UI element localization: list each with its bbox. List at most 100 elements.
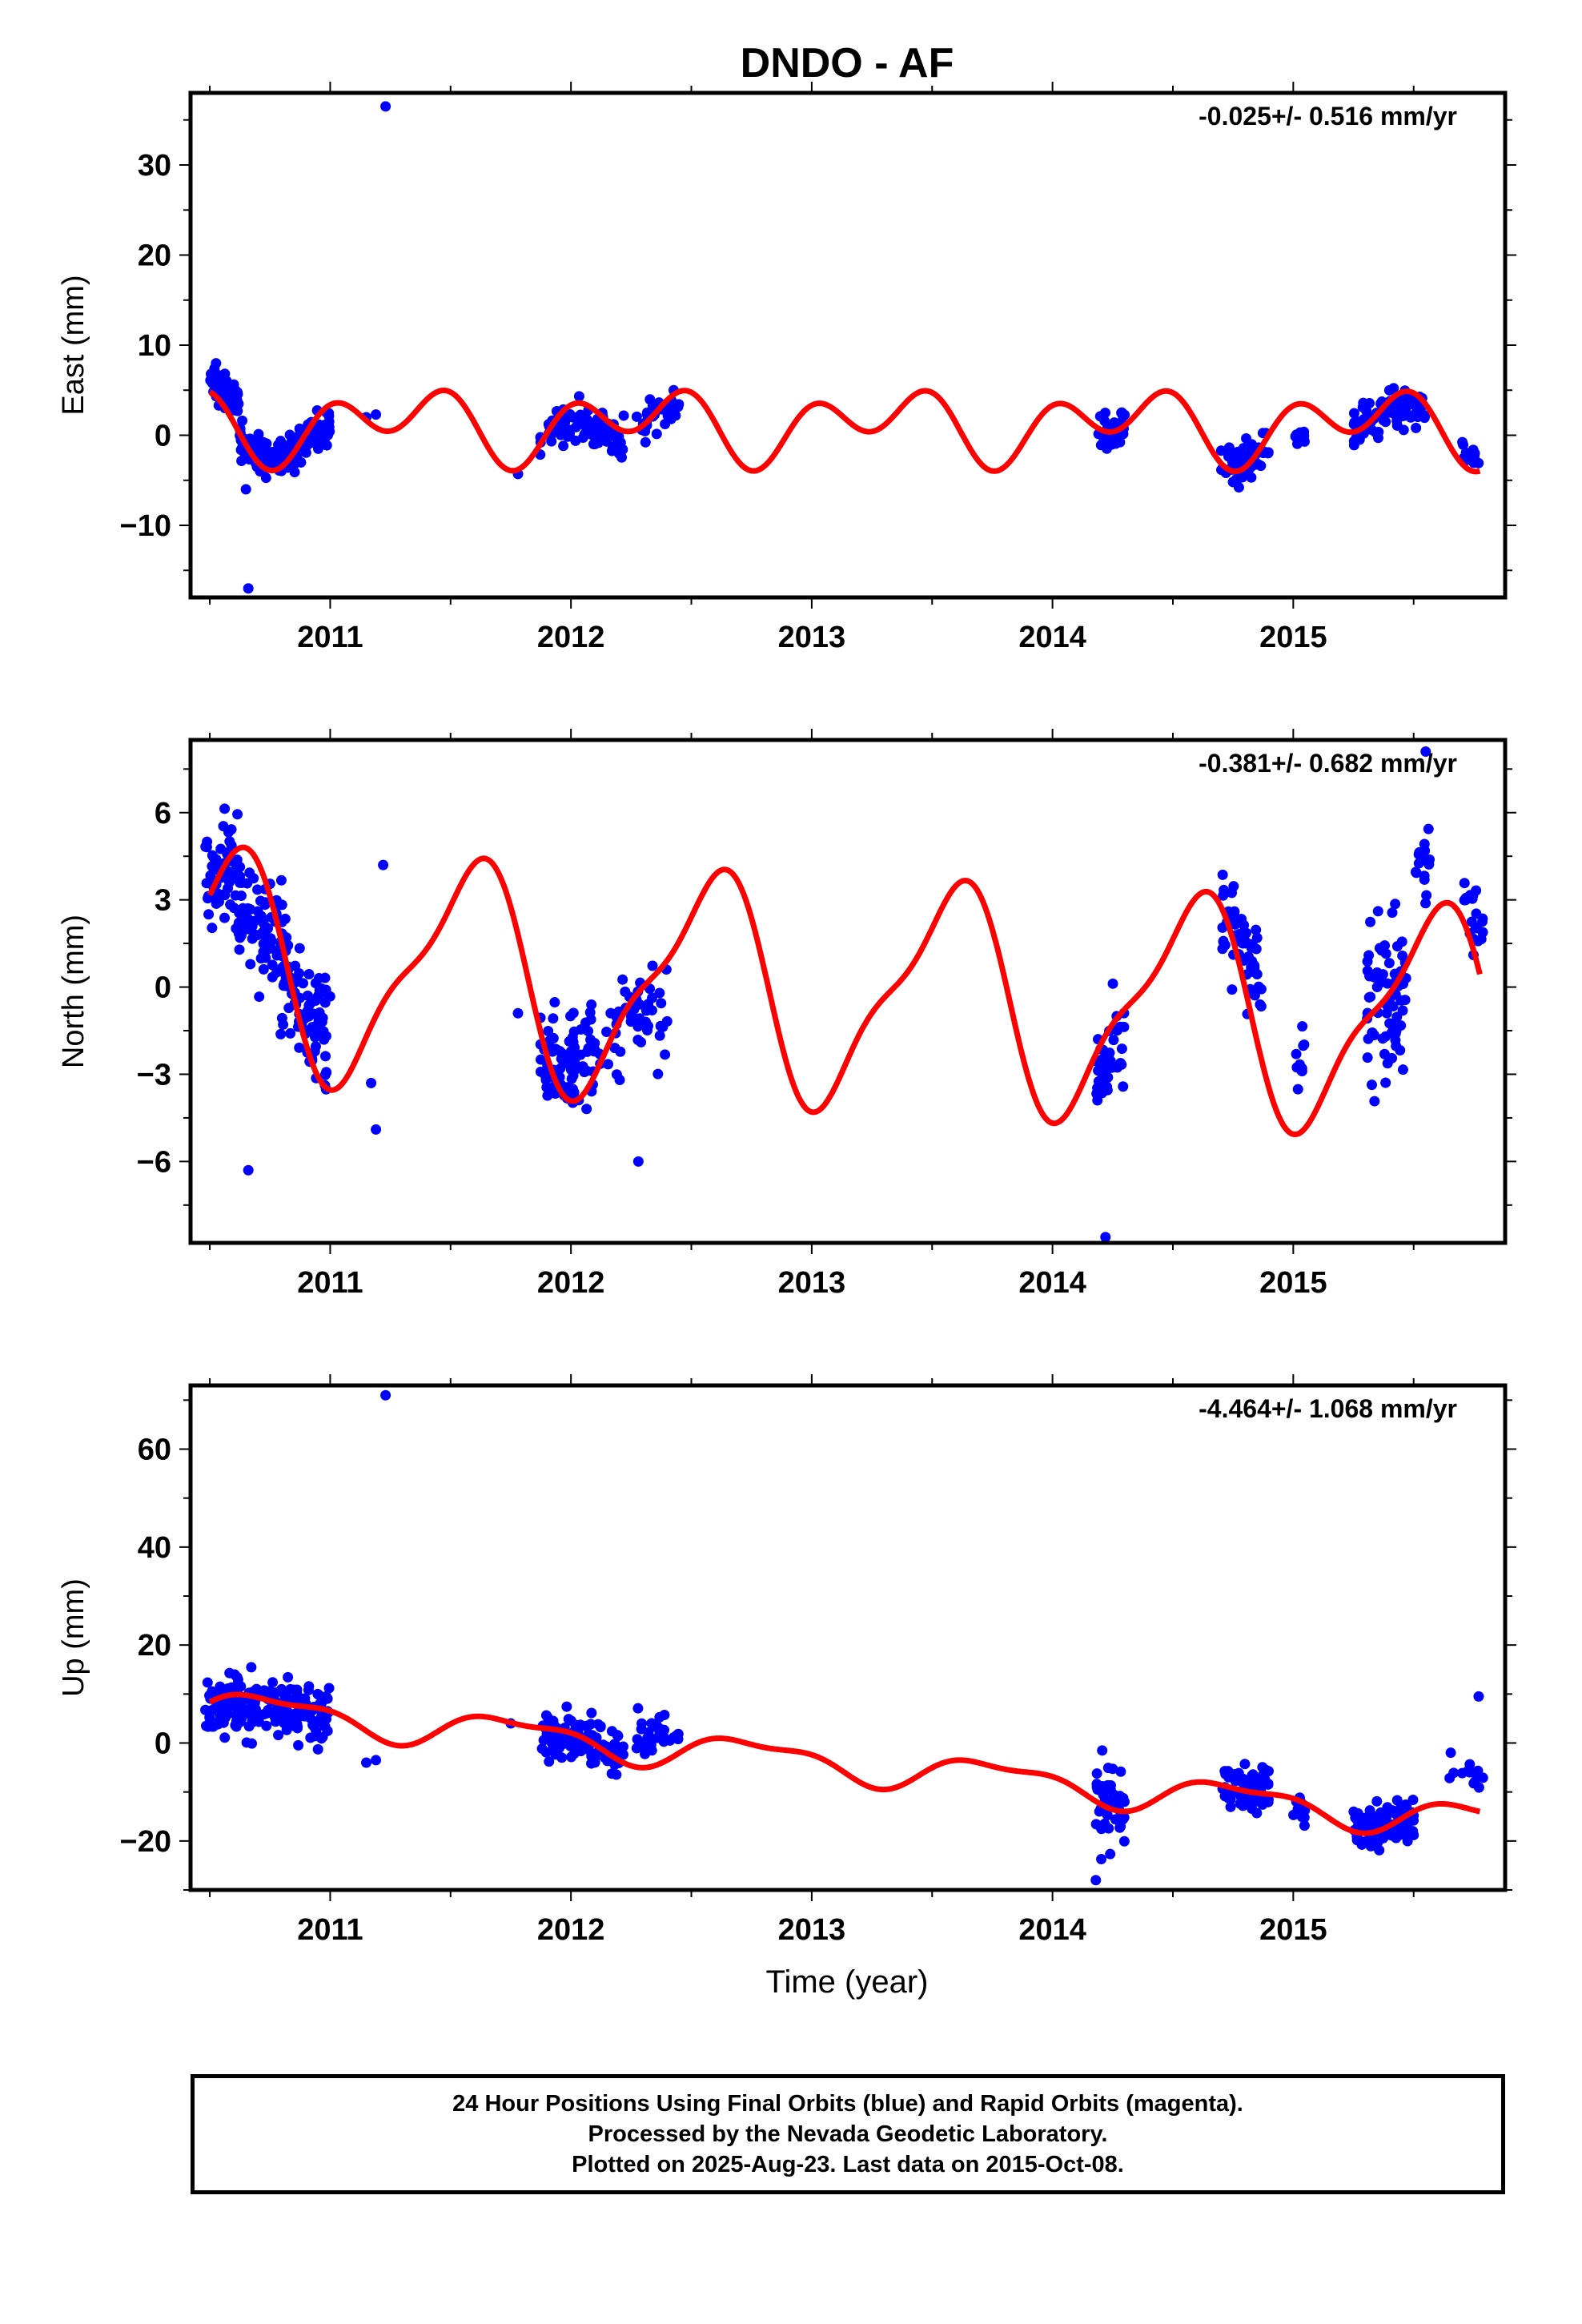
data-point (259, 440, 271, 452)
data-point (307, 436, 318, 448)
data-point (318, 1026, 329, 1037)
outlier-point (512, 1007, 524, 1019)
velocity-label: -0.025+/- 0.516 mm/yr (1199, 102, 1457, 131)
data-point (279, 978, 290, 989)
data-point (588, 424, 599, 435)
outlier-point (240, 484, 251, 495)
data-point (258, 963, 269, 975)
data-point (1242, 444, 1253, 456)
y-tick-label: −20 (120, 1825, 171, 1859)
data-point (651, 428, 662, 440)
outlier-point (371, 409, 382, 420)
data-point (1231, 473, 1242, 485)
data-point (275, 875, 287, 886)
x-tick-label: 2014 (1018, 1913, 1086, 1947)
data-point (211, 858, 223, 869)
data-point (232, 1675, 243, 1686)
data-point (1108, 1035, 1119, 1046)
data-point (1117, 1814, 1128, 1825)
data-point (1096, 1854, 1107, 1865)
data-point (642, 1025, 653, 1036)
data-point (1090, 1819, 1102, 1830)
y-tick-label: 0 (155, 1727, 171, 1761)
data-point (318, 1710, 329, 1721)
data-point (236, 455, 247, 466)
data-point (1468, 449, 1479, 460)
data-point (647, 960, 658, 971)
data-point (1457, 436, 1468, 448)
data-point (1356, 1839, 1367, 1850)
data-point (1257, 1762, 1268, 1773)
data-point (1232, 446, 1243, 457)
data-point (292, 1721, 303, 1732)
data-point (1247, 1770, 1258, 1781)
data-point (542, 1090, 553, 1101)
data-point (1390, 899, 1401, 910)
data-point (575, 1739, 586, 1751)
data-point (235, 932, 246, 943)
model-fit-curve (207, 844, 1483, 1137)
data-point (583, 1025, 594, 1036)
data-point (271, 947, 283, 958)
data-point (229, 384, 240, 395)
y-axis-label: East (mm) (57, 275, 90, 415)
data-point (1459, 878, 1470, 889)
data-point (540, 1747, 552, 1758)
data-point (275, 1028, 287, 1039)
data-point (1115, 1058, 1126, 1069)
data-point (1383, 384, 1395, 396)
velocity-label: -0.381+/- 0.682 mm/yr (1199, 749, 1457, 778)
data-point (1096, 1064, 1107, 1076)
data-point (550, 1749, 561, 1760)
data-point (577, 1061, 588, 1072)
data-point (283, 1003, 295, 1014)
data-point (1391, 941, 1403, 952)
data-point (567, 1031, 578, 1043)
data-point (221, 384, 232, 396)
data-point (219, 912, 231, 923)
data-points (200, 746, 1488, 1243)
data-point (290, 1708, 301, 1719)
data-point (1219, 884, 1230, 895)
model-fit-curve (208, 388, 1481, 475)
data-point (1365, 916, 1376, 927)
data-point (293, 1739, 304, 1751)
data-point (1115, 1766, 1126, 1777)
data-point (312, 1743, 323, 1755)
data-point (645, 1739, 656, 1751)
data-point (666, 402, 677, 413)
model-fit-curve (208, 1691, 1481, 1836)
data-point (283, 1671, 294, 1683)
data-point (1217, 869, 1228, 880)
data-point (657, 1735, 669, 1747)
data-point (310, 1041, 321, 1052)
data-point (202, 1677, 213, 1688)
data-point (614, 1075, 625, 1086)
data-point (606, 1726, 617, 1737)
data-point (241, 1737, 252, 1748)
data-point (312, 1688, 323, 1699)
data-point (566, 1751, 577, 1763)
y-tick-label: 3 (155, 884, 171, 918)
data-point (203, 909, 215, 920)
y-tick-label: 6 (155, 797, 171, 830)
data-point (1421, 890, 1432, 901)
data-point (1362, 956, 1373, 967)
outlier-point (371, 1755, 382, 1766)
data-point (265, 453, 276, 464)
panel-3: 2011 2012 2013 2014 2015 −20 0 20 40 60 Up (mm) -4.… (57, 1374, 1516, 1947)
data-point (1118, 1792, 1129, 1803)
data-point (1295, 427, 1306, 438)
data-point (231, 1715, 242, 1727)
data-point (535, 1054, 546, 1065)
data-point (1468, 890, 1479, 901)
data-point (1227, 984, 1238, 995)
data-point (211, 898, 222, 909)
data-point (1103, 1050, 1114, 1061)
data-point (544, 1035, 556, 1046)
outlier-point (632, 1156, 644, 1167)
data-point (1229, 906, 1240, 917)
data-point (320, 1051, 331, 1062)
data-points (200, 1389, 1488, 1886)
data-point (1239, 1759, 1251, 1770)
